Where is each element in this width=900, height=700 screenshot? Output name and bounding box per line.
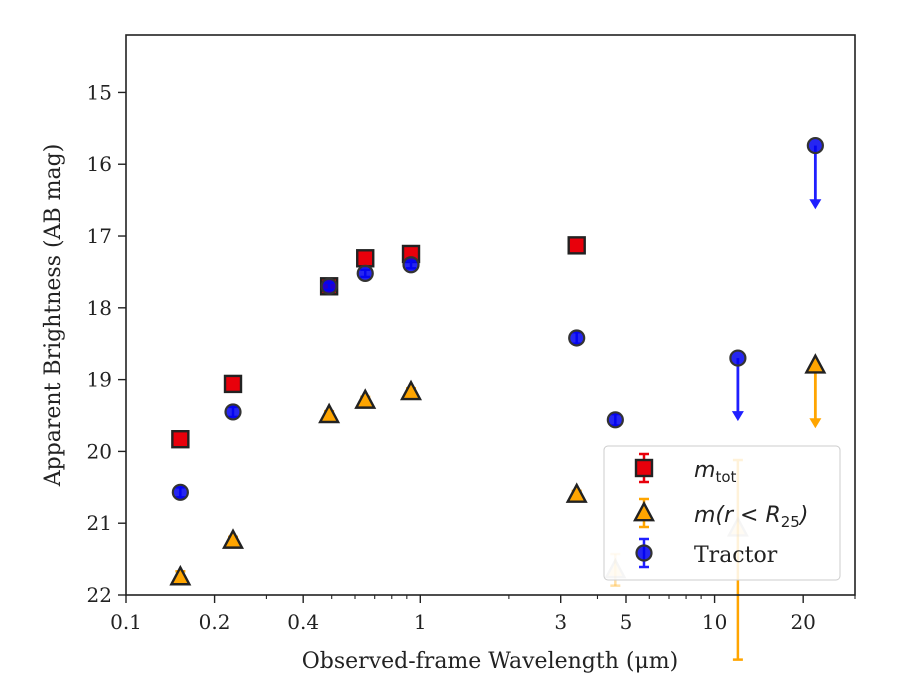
tractor-point xyxy=(320,277,338,295)
tractor-point xyxy=(729,349,747,367)
mtot-point xyxy=(171,430,190,449)
x-tick-label: 0.2 xyxy=(199,610,231,634)
x-tick-label: 0.4 xyxy=(287,610,319,634)
tractor-point xyxy=(224,403,242,421)
mr25-point xyxy=(169,564,192,586)
legend-box xyxy=(603,445,841,581)
mr25-point xyxy=(804,353,827,374)
y-tick-label: 15 xyxy=(87,80,112,104)
y-axis-label: Apparent Brightness (AB mag) xyxy=(41,144,66,488)
mr25-point xyxy=(354,388,377,409)
legend-marker-mtot xyxy=(634,458,654,478)
x-axis-label: Observed-frame Wavelength (μm) xyxy=(302,649,678,674)
legend: mtot m(r < R25) Tractor xyxy=(603,445,841,581)
tractor-point xyxy=(568,329,586,347)
upper-limit-arrowhead xyxy=(809,199,822,210)
legend-marker-tractor xyxy=(635,544,653,562)
y-axis-ticks: 15 16 17 18 19 20 21 22 xyxy=(87,80,126,607)
x-tick-label: 3 xyxy=(554,610,567,634)
y-tick-label: 22 xyxy=(87,583,112,607)
series-tractor xyxy=(171,136,824,501)
y-tick-label: 20 xyxy=(87,439,112,463)
mr25-point xyxy=(400,379,423,401)
y-tick-label: 21 xyxy=(87,511,112,535)
y-tick-label: 17 xyxy=(87,224,112,248)
legend-marker-mr25 xyxy=(632,500,656,522)
legend-label-tractor: Tractor xyxy=(694,543,778,568)
tractor-point xyxy=(171,483,189,501)
tractor-point xyxy=(606,411,624,429)
x-tick-label: 10 xyxy=(702,610,727,634)
mr25-point xyxy=(222,528,245,549)
y-tick-label: 16 xyxy=(87,152,112,176)
mtot-point xyxy=(567,236,586,255)
x-axis-ticks: 0.1 0.2 0.4 1 3 5 10 20 xyxy=(110,595,856,634)
y-tick-label: 18 xyxy=(87,296,112,320)
x-tick-label: 1 xyxy=(414,610,427,634)
mtot-point xyxy=(356,249,375,268)
legend-label-mr25: m(r < R25) xyxy=(694,503,808,531)
tractor-point xyxy=(806,136,824,155)
x-tick-label: 0.1 xyxy=(110,610,142,634)
plot-frame xyxy=(125,34,856,596)
upper-limit-arrowhead xyxy=(809,418,822,429)
mtot-point xyxy=(223,374,243,394)
mr25-point xyxy=(318,402,341,424)
mr25-point xyxy=(565,482,588,503)
x-tick-label: 5 xyxy=(620,610,633,634)
x-tick-label: 20 xyxy=(790,610,815,634)
tractor-point xyxy=(402,256,420,274)
y-tick-label: 19 xyxy=(87,368,112,392)
upper-limit-arrowhead xyxy=(731,411,744,422)
tractor-point xyxy=(356,264,374,282)
legend-label-mtot: mtot xyxy=(694,458,736,486)
